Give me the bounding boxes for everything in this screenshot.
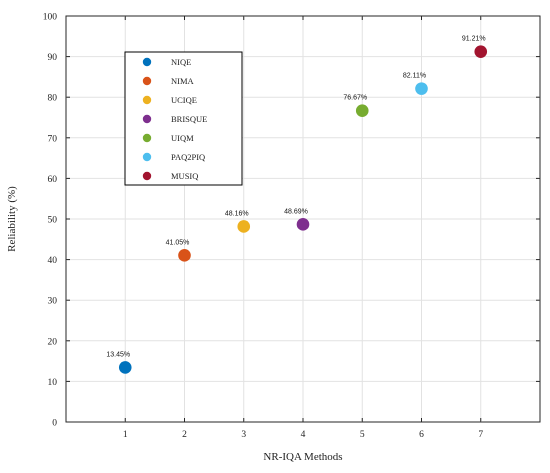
y-axis-title: Reliability (%) — [6, 186, 18, 252]
x-axis-title: NR-IQA Methods — [263, 451, 342, 463]
x-tick-label: 2 — [182, 430, 187, 440]
y-tick-label: 40 — [48, 256, 58, 266]
y-tick-label: 50 — [48, 216, 58, 226]
legend-label: UIQM — [171, 133, 194, 143]
y-tick-label: 80 — [48, 94, 58, 104]
data-point — [296, 218, 310, 231]
legend-label: BRISQUE — [171, 114, 207, 124]
x-tick-label: 4 — [301, 430, 306, 440]
legend-marker — [142, 76, 152, 86]
data-point — [474, 45, 488, 58]
legend-label: PAQ2PIQ — [171, 152, 205, 162]
y-tick-label: 60 — [48, 175, 58, 185]
data-point — [237, 220, 251, 233]
legend-marker — [142, 95, 152, 105]
legend-marker — [142, 57, 152, 67]
legend-marker — [142, 152, 152, 162]
label-layer: 13.45% 41.05% 48.16% 48.69% 76.67% 82.11% 91.2… — [106, 36, 485, 359]
legend-label: MUSIQ — [171, 171, 198, 181]
legend-marker — [142, 114, 152, 124]
data-label: 13.45% — [106, 351, 130, 358]
data-label: 48.69% — [284, 208, 308, 215]
legend: NIQE NIMA UCIQE BRISQUE UIQM PAQ2PIQ MUSIQ — [124, 51, 243, 186]
point-layer — [118, 45, 488, 374]
data-point — [118, 361, 132, 374]
y-tick-label: 100 — [43, 13, 58, 23]
data-label: 41.05% — [166, 239, 190, 246]
y-tick-label: 10 — [48, 378, 58, 388]
y-tick-label: 90 — [48, 53, 58, 63]
x-tick-label: 3 — [241, 430, 246, 440]
data-label: 48.16% — [225, 210, 249, 217]
x-tick-label: 1 — [123, 430, 128, 440]
legend-label: NIQE — [171, 57, 191, 67]
data-point — [355, 104, 369, 118]
legend-label: UCIQE — [171, 95, 197, 105]
legend-label: NIMA — [171, 76, 195, 86]
x-tick-label: 5 — [360, 430, 365, 440]
data-point — [415, 82, 428, 95]
x-tick-label: 6 — [419, 430, 424, 440]
y-tick-label: 70 — [48, 134, 58, 144]
y-tick-label: 30 — [48, 297, 58, 307]
y-tick-label: 20 — [48, 337, 58, 347]
data-label: 82.11% — [403, 73, 426, 80]
data-label: 91.21% — [462, 36, 486, 43]
legend-items: NIQE NIMA UCIQE BRISQUE UIQM PAQ2PIQ MUSIQ — [142, 57, 207, 181]
legend-marker — [142, 171, 152, 181]
legend-marker — [142, 133, 152, 143]
data-point — [178, 249, 191, 262]
data-label: 76.67% — [343, 95, 367, 102]
x-tick-label: 7 — [478, 430, 483, 440]
y-tick-label: 0 — [52, 419, 57, 429]
